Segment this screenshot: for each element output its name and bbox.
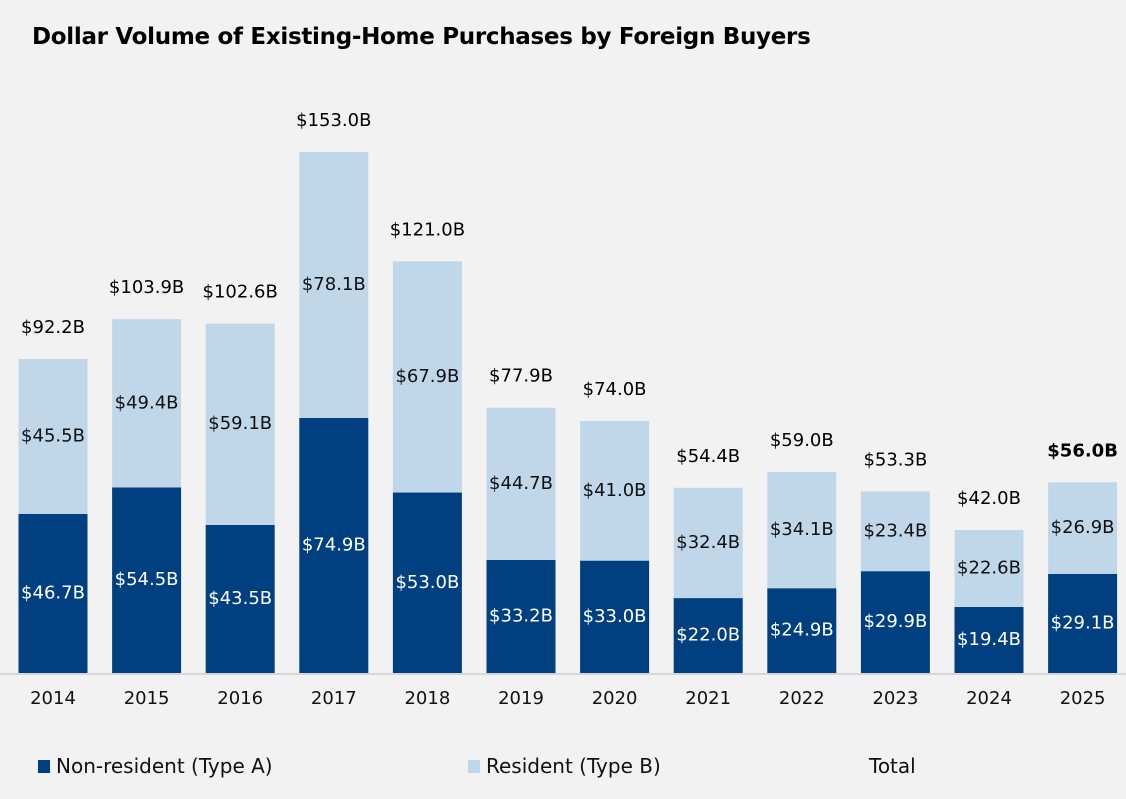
data-label-resident: $23.4B [863, 520, 927, 541]
data-label-total: $121.0B [390, 219, 465, 240]
x-tick-label: 2014 [30, 688, 76, 709]
data-label-resident: $32.4B [676, 532, 740, 553]
bar-non-resident-2017 [299, 417, 369, 673]
x-tick-label: 2020 [592, 688, 638, 709]
data-label-resident: $59.1B [208, 413, 272, 434]
bar-resident-2018 [392, 261, 462, 493]
data-label-total: $42.0B [957, 488, 1021, 509]
data-label-total: $103.9B [109, 277, 184, 298]
data-label-resident: $67.9B [395, 366, 459, 387]
bar-resident-2022 [767, 472, 837, 589]
data-label-total: $102.6B [203, 282, 278, 303]
bar-non-resident-2022 [767, 588, 837, 673]
data-label-non-resident: $43.5B [208, 588, 272, 609]
x-tick-label: 2016 [217, 688, 263, 709]
x-tick-label: 2021 [685, 688, 731, 709]
x-tick-label: 2025 [1060, 688, 1106, 709]
data-label-resident: $22.6B [957, 557, 1021, 578]
x-tick-label: 2022 [779, 688, 825, 709]
x-tick-label: 2018 [404, 688, 450, 709]
bar-resident-2014 [18, 359, 88, 514]
data-label-total: $77.9B [489, 366, 553, 387]
legend-item-non-resident: Non-resident (Type A) [38, 754, 273, 778]
data-label-total: $74.0B [583, 379, 647, 400]
bar-non-resident-2020 [580, 560, 650, 673]
bar-resident-2017 [299, 152, 369, 418]
data-label-non-resident: $54.5B [115, 569, 179, 590]
bar-resident-2016 [205, 323, 275, 525]
data-label-total: $53.3B [863, 450, 927, 471]
bar-resident-2021 [673, 487, 743, 599]
chart-title: Dollar Volume of Existing-Home Purchases… [32, 24, 811, 50]
data-label-total: $59.0B [770, 430, 834, 451]
data-label-non-resident: $53.0B [395, 572, 459, 593]
bar-non-resident-2018 [392, 492, 462, 673]
data-label-resident: $26.9B [1051, 517, 1115, 538]
data-label-non-resident: $22.0B [676, 625, 740, 646]
data-label-non-resident: $19.4B [957, 629, 1021, 650]
bar-non-resident-2016 [205, 524, 275, 673]
bar-resident-2023 [860, 491, 930, 572]
data-label-resident: $49.4B [115, 392, 179, 413]
data-label-non-resident: $24.9B [770, 620, 834, 641]
data-label-total: $56.0B [1047, 440, 1118, 461]
data-label-resident: $78.1B [302, 274, 366, 295]
x-tick-label: 2015 [124, 688, 170, 709]
data-label-resident: $34.1B [770, 519, 834, 540]
data-label-non-resident: $46.7B [21, 582, 85, 603]
bar-non-resident-2023 [860, 571, 930, 673]
data-label-resident: $44.7B [489, 473, 553, 494]
legend-swatch-non-resident [38, 759, 50, 773]
bar-resident-2024 [954, 529, 1024, 607]
bar-non-resident-2019 [486, 559, 556, 673]
data-label-non-resident: $33.2B [489, 605, 553, 626]
bar-non-resident-2024 [954, 606, 1024, 673]
x-tick-label: 2023 [872, 688, 918, 709]
legend-item-total: Total [869, 754, 916, 778]
x-tick-label: 2019 [498, 688, 544, 709]
legend-item-resident: Resident (Type B) [468, 754, 661, 778]
bar-non-resident-2021 [673, 598, 743, 673]
data-label-non-resident: $74.9B [302, 534, 366, 555]
data-label-total: $54.4B [676, 446, 740, 467]
legend-label: Non-resident (Type A) [56, 754, 273, 778]
x-tick-label: 2017 [311, 688, 357, 709]
data-label-non-resident: $33.0B [583, 606, 647, 627]
data-label-total: $92.2B [21, 317, 85, 338]
data-label-resident: $45.5B [21, 426, 85, 447]
bar-resident-2020 [580, 421, 650, 561]
legend-label: Total [869, 754, 916, 778]
data-label-resident: $41.0B [583, 480, 647, 501]
x-tick-label: 2024 [966, 688, 1012, 709]
bar-non-resident-2015 [112, 487, 182, 673]
bar-resident-2019 [486, 407, 556, 560]
data-label-non-resident: $29.9B [863, 611, 927, 632]
legend-swatch-resident [468, 759, 480, 773]
bar-non-resident-2014 [18, 513, 88, 673]
data-label-non-resident: $29.1B [1051, 612, 1115, 633]
bar-non-resident-2025 [1048, 573, 1118, 673]
legend-label: Resident (Type B) [486, 754, 661, 778]
data-label-total: $153.0B [296, 110, 371, 131]
bar-resident-2025 [1048, 482, 1118, 574]
bar-resident-2015 [112, 319, 182, 488]
